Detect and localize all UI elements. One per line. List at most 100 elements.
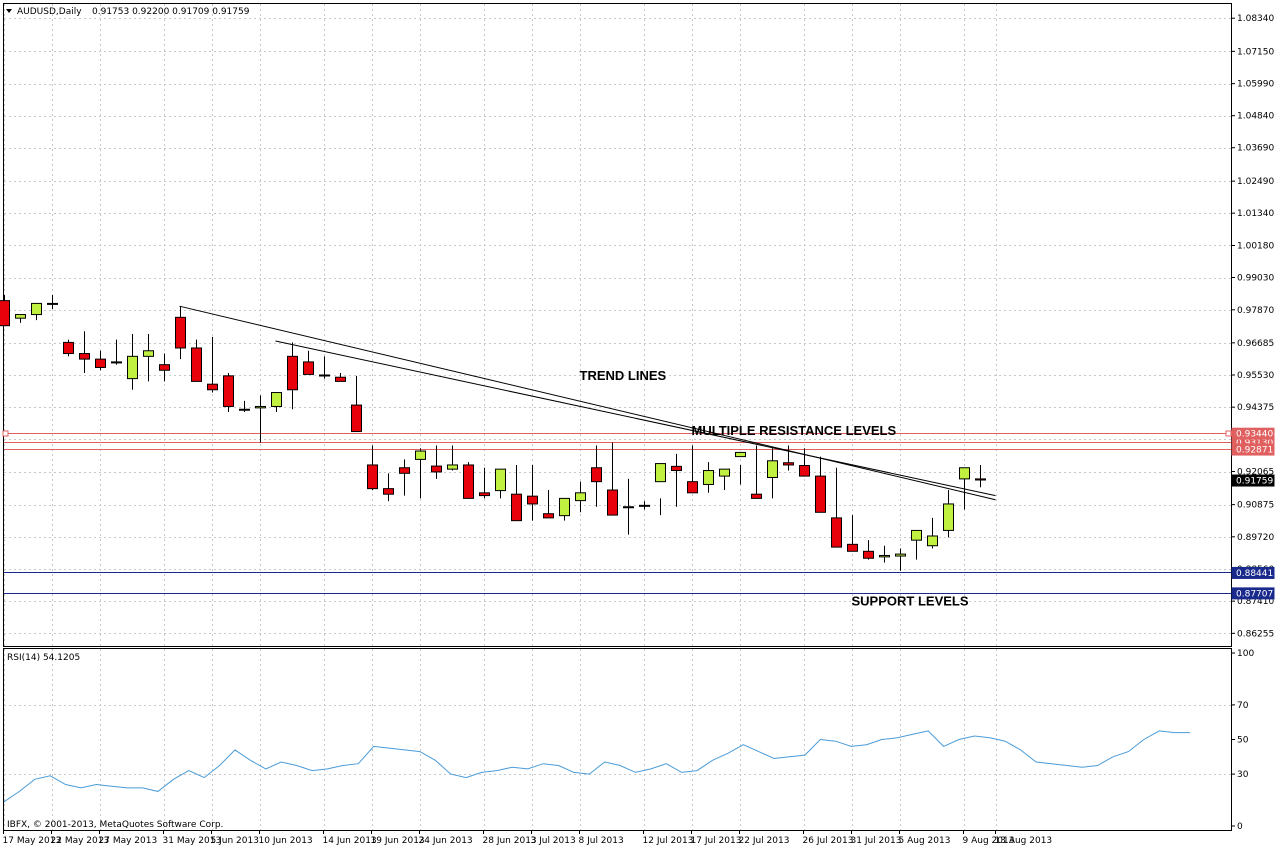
candle-body [623,506,634,509]
candle-body [351,404,362,433]
candle-body [799,465,810,477]
time-tick-label: 10 Jun 2013 [259,836,313,846]
candle-body [335,376,346,382]
price-levels [2,430,1232,594]
candle-body [527,495,538,505]
price-tick-label: 1.04840 [1237,112,1274,122]
rsi-panel[interactable] [3,648,1232,831]
candle-body [367,464,378,490]
time-tick-label: 17 Jul 2013 [691,836,742,846]
candle-body [783,462,794,466]
time-tick-label: 5 Jun 2013 [211,836,259,846]
candle-body [79,353,90,360]
candles [0,295,986,571]
price-tick-label: 1.03690 [1237,144,1274,154]
candle-body [687,481,698,494]
chart-annotation: MULTIPLE RESISTANCE LEVELS [692,423,897,438]
candle-body [0,300,10,327]
candle-body [655,463,666,483]
candle-body [127,355,138,380]
symbol-dropdown-icon[interactable] [6,9,12,13]
candle-body [911,529,922,541]
time-tick-label: 28 Jun 2013 [483,836,537,846]
candle-body [223,375,234,407]
candle-body [271,392,282,407]
candle-body [239,408,250,411]
candle-body [399,467,410,474]
resistance-tag: 0.92871 [1236,446,1273,456]
candle-body [63,341,74,355]
current-price-tag-bg [1231,474,1275,487]
grid [4,4,1231,830]
price-tick-label: 1.07150 [1237,47,1274,57]
candle-body [47,302,58,305]
price-axis: 1.08340 1.07150 1.05990 1.04840 1.03690 1.024… [1231,14,1274,639]
candle-body [319,374,330,377]
candle-body [879,554,890,558]
trend-line [275,340,996,497]
time-tick-label: 27 May 2013 [99,836,158,846]
resistance-tag: 0.93130 [1236,438,1273,448]
candle-body [751,493,762,499]
price-tick-label: 1.02490 [1237,177,1274,187]
price-panel[interactable] [3,3,1232,647]
candle-body [831,517,842,548]
candle-body [975,478,986,481]
candle-body [207,383,218,391]
rsi-tick-label: 70 [1237,701,1249,711]
candle-body [607,489,618,516]
rsi-tick-label: 50 [1237,736,1249,746]
rsi-tick-label: 100 [1237,649,1254,659]
candle-body [703,470,714,485]
candle-body [175,316,186,349]
candle-body [559,497,570,517]
time-tick-label: 5 Aug 2013 [899,836,951,846]
price-tick-label: 0.96685 [1237,339,1274,349]
candle-body [719,468,730,477]
copyright: IBFX, © 2001-2013, MetaQuotes Software C… [7,820,223,830]
rsi-tick-label: 0 [1237,822,1243,832]
candle-body [815,475,826,513]
time-tick-label: 19 Jun 2013 [371,836,425,846]
candle-body [111,361,122,364]
price-tick-label: 1.08340 [1237,14,1274,24]
candle-body [927,535,938,547]
symbol-label: AUDUSD,Daily [17,7,82,17]
candle-body [847,543,858,552]
candle-body [895,553,906,557]
time-tick-label: 14 Jun 2013 [323,836,377,846]
candle-body [15,314,26,319]
candle-body [495,468,506,492]
price-tick-label: 1.01340 [1237,209,1274,219]
support-tag-bg [1231,566,1275,579]
candle-body [287,355,298,391]
candle-body [591,467,602,483]
time-tick-label: 9 Aug 2013 [963,836,1015,846]
ohlc-values: 0.91753 0.92200 0.91709 0.91759 [92,7,250,17]
level-handle [2,430,9,437]
candle-body [543,513,554,519]
candle-body [735,451,746,458]
chart-annotation: SUPPORT LEVELS [852,594,969,609]
candle-body [479,492,490,497]
price-tick-label: 0.89720 [1237,533,1274,543]
chart-annotation: TREND LINES [580,368,667,383]
candle-body [511,493,522,522]
rsi-tick-label: 30 [1237,770,1249,780]
candle-body [255,405,266,409]
price-tick-label: 0.86255 [1237,629,1274,639]
current-price-tag: 0.91759 [1236,477,1273,487]
candle-body [959,467,970,480]
price-tick-label: 0.90875 [1237,501,1274,511]
trend-line [179,305,996,501]
time-tick-label: 26 Jul 2013 [803,836,854,846]
candle-body [191,347,202,382]
candle-body [31,302,42,316]
candle-body [447,464,458,470]
rsi-line [3,730,1190,803]
candle-body [639,504,650,507]
time-tick-label: 31 May 2013 [163,836,222,846]
candle-body [415,450,426,460]
